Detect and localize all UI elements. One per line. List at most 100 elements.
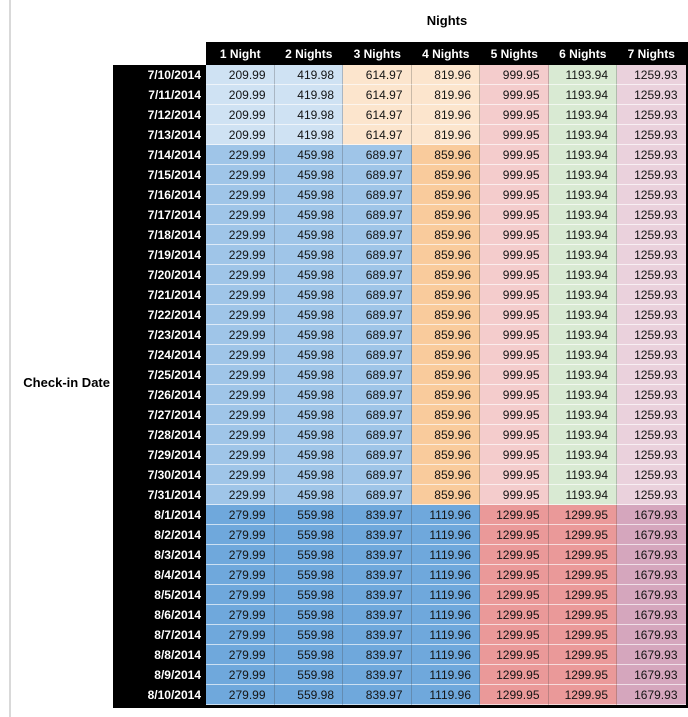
price-cell[interactable]: 999.95 [480,65,549,85]
price-cell[interactable]: 1299.95 [480,665,549,685]
row-header-date[interactable]: 7/28/2014 [113,425,206,445]
row-header-date[interactable]: 7/21/2014 [113,285,206,305]
price-cell[interactable]: 819.96 [411,65,480,85]
price-cell[interactable]: 1193.94 [548,305,617,325]
price-cell[interactable]: 1259.93 [617,225,686,245]
price-cell[interactable]: 209.99 [206,65,275,85]
price-cell[interactable]: 999.95 [480,485,549,505]
price-cell[interactable]: 689.97 [343,145,412,165]
price-cell[interactable]: 689.97 [343,185,412,205]
price-cell[interactable]: 859.96 [411,465,480,485]
price-cell[interactable]: 1193.94 [548,285,617,305]
price-cell[interactable]: 1259.93 [617,285,686,305]
price-cell[interactable]: 459.98 [274,425,343,445]
price-cell[interactable]: 689.97 [343,445,412,465]
price-cell[interactable]: 229.99 [206,265,275,285]
price-cell[interactable]: 1299.95 [480,525,549,545]
price-cell[interactable]: 229.99 [206,365,275,385]
row-header-date[interactable]: 8/8/2014 [113,645,206,665]
price-cell[interactable]: 229.99 [206,485,275,505]
row-header-date[interactable]: 7/20/2014 [113,265,206,285]
price-cell[interactable]: 1679.93 [617,685,686,705]
price-cell[interactable]: 1679.93 [617,505,686,525]
price-cell[interactable]: 229.99 [206,205,275,225]
price-cell[interactable]: 279.99 [206,505,275,525]
column-header-7-nights[interactable]: 7 Nights [617,42,686,65]
price-cell[interactable]: 1679.93 [617,665,686,685]
row-header-date[interactable]: 7/18/2014 [113,225,206,245]
row-header-date[interactable]: 7/13/2014 [113,125,206,145]
price-cell[interactable]: 689.97 [343,465,412,485]
row-header-date[interactable]: 7/24/2014 [113,345,206,365]
price-cell[interactable]: 999.95 [480,145,549,165]
price-cell[interactable]: 1299.95 [548,665,617,685]
price-cell[interactable]: 689.97 [343,165,412,185]
price-cell[interactable]: 459.98 [274,365,343,385]
price-cell[interactable]: 1259.93 [617,205,686,225]
price-cell[interactable]: 839.97 [343,525,412,545]
price-cell[interactable]: 1259.93 [617,325,686,345]
price-cell[interactable]: 559.98 [274,585,343,605]
price-cell[interactable]: 229.99 [206,405,275,425]
price-cell[interactable]: 689.97 [343,385,412,405]
price-cell[interactable]: 1193.94 [548,225,617,245]
price-cell[interactable]: 559.98 [274,685,343,705]
column-header-6-nights[interactable]: 6 Nights [548,42,617,65]
price-cell[interactable]: 859.96 [411,345,480,365]
row-header-date[interactable]: 7/16/2014 [113,185,206,205]
row-header-date[interactable]: 8/5/2014 [113,585,206,605]
price-cell[interactable]: 459.98 [274,205,343,225]
price-cell[interactable]: 1119.96 [411,545,480,565]
price-cell[interactable]: 859.96 [411,405,480,425]
price-cell[interactable]: 229.99 [206,305,275,325]
price-cell[interactable]: 1299.95 [480,625,549,645]
price-cell[interactable]: 999.95 [480,465,549,485]
price-cell[interactable]: 999.95 [480,405,549,425]
price-cell[interactable]: 229.99 [206,445,275,465]
price-cell[interactable]: 999.95 [480,105,549,125]
row-header-date[interactable]: 7/25/2014 [113,365,206,385]
price-cell[interactable]: 1259.93 [617,385,686,405]
price-cell[interactable]: 229.99 [206,425,275,445]
price-cell[interactable]: 559.98 [274,545,343,565]
price-cell[interactable]: 459.98 [274,225,343,245]
price-cell[interactable]: 999.95 [480,285,549,305]
price-cell[interactable]: 1193.94 [548,445,617,465]
price-cell[interactable]: 859.96 [411,185,480,205]
price-cell[interactable]: 559.98 [274,525,343,545]
price-cell[interactable]: 1679.93 [617,645,686,665]
price-cell[interactable]: 689.97 [343,365,412,385]
price-cell[interactable]: 689.97 [343,225,412,245]
price-cell[interactable]: 1193.94 [548,485,617,505]
price-cell[interactable]: 689.97 [343,305,412,325]
price-cell[interactable]: 559.98 [274,625,343,645]
row-header-date[interactable]: 8/1/2014 [113,505,206,525]
price-cell[interactable]: 1299.95 [480,645,549,665]
price-cell[interactable]: 689.97 [343,285,412,305]
row-header-date[interactable]: 7/19/2014 [113,245,206,265]
price-cell[interactable]: 1119.96 [411,625,480,645]
price-cell[interactable]: 1679.93 [617,545,686,565]
price-cell[interactable]: 1259.93 [617,345,686,365]
price-cell[interactable]: 859.96 [411,165,480,185]
price-cell[interactable]: 689.97 [343,205,412,225]
price-cell[interactable]: 1259.93 [617,265,686,285]
price-cell[interactable]: 559.98 [274,645,343,665]
price-cell[interactable]: 1193.94 [548,325,617,345]
price-cell[interactable]: 1299.95 [480,545,549,565]
price-cell[interactable]: 999.95 [480,365,549,385]
price-cell[interactable]: 999.95 [480,185,549,205]
price-cell[interactable]: 1299.95 [480,565,549,585]
price-cell[interactable]: 1119.96 [411,645,480,665]
price-cell[interactable]: 1119.96 [411,605,480,625]
price-cell[interactable]: 279.99 [206,645,275,665]
price-cell[interactable]: 229.99 [206,285,275,305]
row-header-date[interactable]: 7/15/2014 [113,165,206,185]
row-header-date[interactable]: 8/9/2014 [113,665,206,685]
price-cell[interactable]: 1679.93 [617,585,686,605]
price-cell[interactable]: 999.95 [480,125,549,145]
price-cell[interactable]: 999.95 [480,305,549,325]
price-cell[interactable]: 1299.95 [548,645,617,665]
row-header-date[interactable]: 7/29/2014 [113,445,206,465]
price-cell[interactable]: 1193.94 [548,405,617,425]
